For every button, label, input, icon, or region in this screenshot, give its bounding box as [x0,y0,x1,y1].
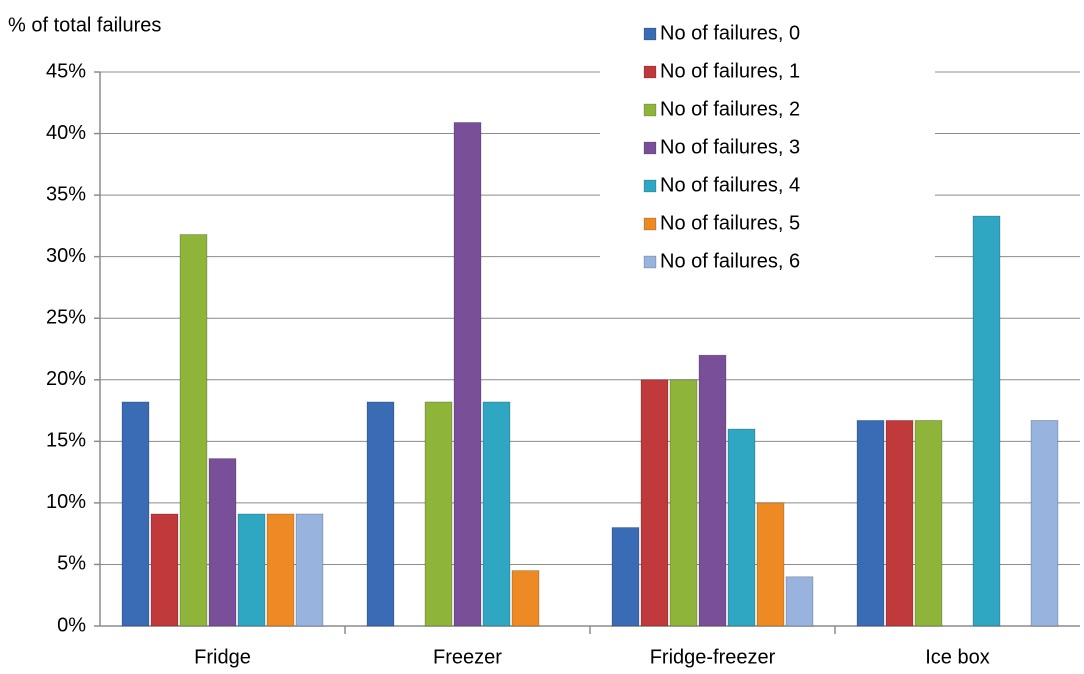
bar [424,401,453,627]
bar [237,513,266,627]
bar [640,379,669,627]
bar [1030,420,1059,627]
bar [482,401,511,627]
legend-swatch [643,141,657,155]
bar [669,379,698,627]
legend-swatch [643,65,657,79]
y-tick-label: 25% [46,307,86,329]
bar [295,513,324,627]
x-tick-label: Fridge [194,646,251,668]
bar [121,401,150,627]
y-tick-label: 10% [46,491,86,513]
y-tick-label: 30% [46,245,86,267]
bar [150,513,179,627]
x-tick-label: Fridge-freezer [650,646,776,668]
bar [727,428,756,627]
bar [698,354,727,627]
x-tick-label: Freezer [433,646,502,668]
bar [611,527,640,627]
bar [756,502,785,627]
bar [511,570,540,627]
legend-label: No of failures, 2 [660,98,800,120]
bar [972,215,1001,627]
legend-label: No of failures, 4 [660,174,800,196]
legend-swatch [643,179,657,193]
x-tick-label: Ice box [925,646,989,668]
bar [366,401,395,627]
bar [453,122,482,627]
legend-label: No of failures, 6 [660,250,800,272]
legend-label: No of failures, 1 [660,60,800,82]
legend-label: No of failures, 0 [660,22,800,44]
y-tick-label: 0% [57,614,86,636]
bar [785,576,814,627]
legend-swatch [643,217,657,231]
y-tick-label: 40% [46,122,86,144]
legend-swatch [643,255,657,269]
bar [885,420,914,627]
y-tick-label: 20% [46,368,86,390]
bar [266,513,295,627]
legend-label: No of failures, 3 [660,136,800,158]
y-tick-label: 5% [57,553,86,575]
legend-swatch [643,27,657,41]
legend-swatch [643,103,657,117]
y-tick-label: 45% [46,60,86,82]
bar [208,458,237,627]
y-tick-label: 35% [46,183,86,205]
bar [179,234,208,627]
y-axis-label: % of total failures [8,14,161,36]
y-tick-label: 15% [46,430,86,452]
bar [856,420,885,627]
bar [914,420,943,627]
legend-label: No of failures, 5 [660,212,800,234]
